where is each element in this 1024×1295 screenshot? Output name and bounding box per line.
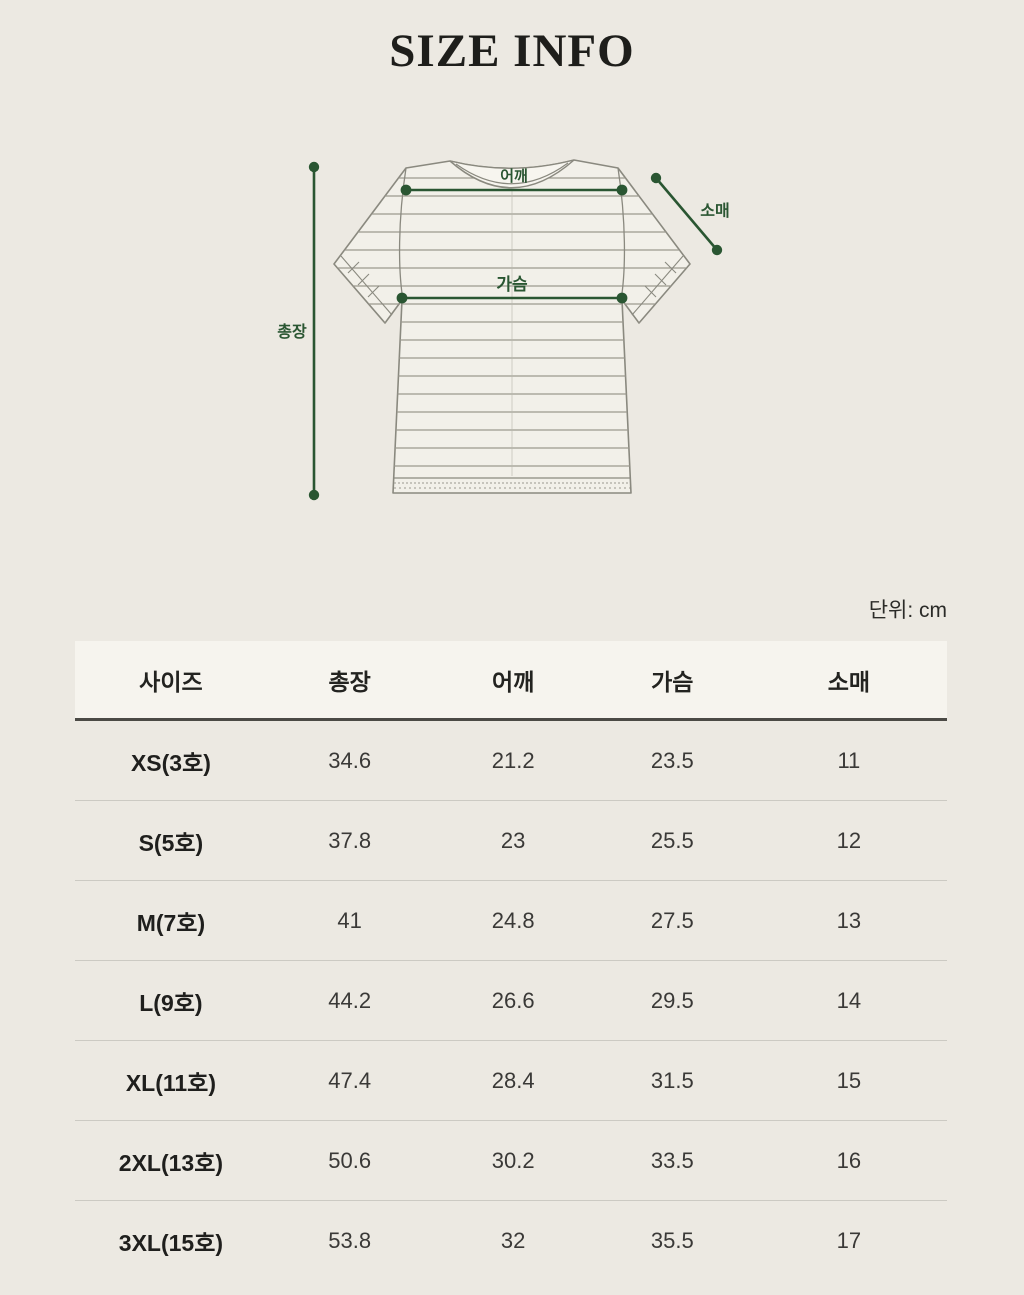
- unit-label: 단위: cm: [868, 599, 947, 622]
- size-cell: S(5호): [75, 800, 267, 881]
- shoulder-label: 어깨: [500, 168, 528, 185]
- shoulder-cell: 26.6: [432, 960, 594, 1041]
- sleeve-label: 소매: [700, 202, 729, 220]
- tshirt-measurement-diagram: 총장 어깨 가슴 소매: [277, 159, 730, 501]
- sleeve-cell: 17: [836, 1227, 862, 1253]
- chest-cell: 31.5: [593, 1040, 751, 1121]
- chest-label: 가슴: [496, 275, 528, 294]
- tshirt-illustration: [333, 159, 691, 494]
- size-table-header: 사이즈 총장 어깨 가슴 소매: [75, 641, 947, 721]
- hem-band: [394, 477, 630, 489]
- length-cell: 37.8: [266, 800, 433, 881]
- length-cell: 50.6: [266, 1120, 433, 1201]
- shoulder-cell: 28.4: [432, 1040, 594, 1121]
- sleeve-cell: 12: [750, 800, 947, 881]
- table-row: L(9호) 44.2 26.6 29.5 14: [75, 960, 947, 1041]
- table-row: XL(11호) 47.4 28.4 31.5 15: [75, 1040, 947, 1121]
- shoulder-cell: 23: [432, 800, 594, 881]
- shoulder-cell: 32: [500, 1227, 526, 1253]
- table-row: M(7호) 41 24.8 27.5 13: [75, 880, 947, 961]
- size-cell: L(9호): [75, 960, 267, 1041]
- shoulder-cell: 30.2: [432, 1120, 594, 1201]
- size-cell: 3XL(15호): [118, 1229, 224, 1256]
- length-cell: 53.8: [328, 1227, 372, 1253]
- page-title: SIZE INFO: [389, 25, 635, 77]
- size-cell: XL(11호): [75, 1040, 267, 1121]
- sleeve-cell: 16: [750, 1120, 947, 1201]
- col-header-sleeve: 소매: [750, 641, 947, 721]
- col-header-chest: 가슴: [593, 641, 751, 721]
- sleeve-cell: 14: [750, 960, 947, 1041]
- collar: [449, 159, 575, 189]
- length-cell: 44.2: [266, 960, 433, 1041]
- size-table: 사이즈 총장 어깨 가슴 소매 XS(3호) 34.6 21.2 23.5 11…: [75, 641, 947, 1280]
- chest-cell: 25.5: [593, 800, 751, 881]
- length-cell: 47.4: [266, 1040, 433, 1121]
- table-row: 2XL(13호) 50.6 30.2 33.5 16: [75, 1120, 947, 1201]
- chest-cell: 33.5: [593, 1120, 751, 1201]
- col-header-size: 사이즈: [75, 641, 267, 721]
- table-row: 3XL(15호) 53.8 32 35.5 17: [75, 1201, 947, 1281]
- chest-cell: 27.5: [593, 880, 751, 961]
- sleeve-cell: 15: [750, 1040, 947, 1121]
- chest-measure-line: [396, 292, 628, 304]
- size-cell: XS(3호): [75, 719, 267, 801]
- shoulder-cell: 24.8: [432, 880, 594, 961]
- col-header-shoulder: 어깨: [432, 641, 594, 721]
- sleeve-measure-line: [650, 172, 723, 256]
- length-cell: 34.6: [266, 719, 433, 801]
- shoulder-measure-line: [400, 184, 628, 196]
- table-row: S(5호) 37.8 23 25.5 12: [75, 800, 947, 881]
- sleeve-cell: 13: [750, 880, 947, 961]
- chest-cell: 23.5: [593, 719, 751, 801]
- sleeve-cell: 11: [750, 719, 947, 801]
- chest-cell: 35.5: [650, 1227, 694, 1253]
- table-row: XS(3호) 34.6 21.2 23.5 11: [75, 719, 947, 801]
- shoulder-cell: 21.2: [432, 719, 594, 801]
- right-cuff: [631, 255, 684, 316]
- length-measure-line: [308, 161, 320, 501]
- size-cell: M(7호): [75, 880, 267, 961]
- left-cuff: [340, 255, 393, 316]
- col-header-length: 총장: [266, 641, 433, 721]
- length-cell: 41: [266, 880, 433, 961]
- chest-cell: 29.5: [593, 960, 751, 1041]
- size-cell: 2XL(13호): [75, 1120, 267, 1201]
- length-label: 총장: [277, 323, 307, 341]
